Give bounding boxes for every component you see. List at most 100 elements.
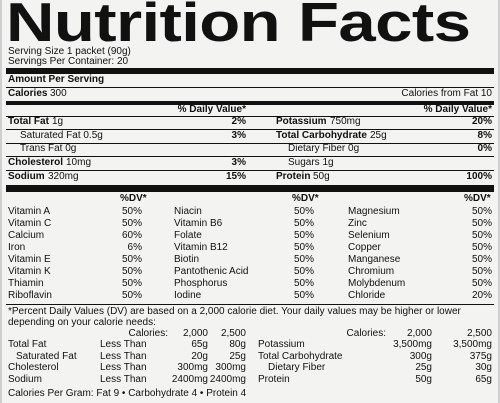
nutrient-amount: 750mg [330, 116, 361, 127]
dv-header: % Daily Value* [177, 104, 246, 115]
vitamin-dv: 50% [121, 206, 142, 217]
ref-value: 20g [191, 350, 208, 362]
ref-value: 3,500mg [453, 339, 492, 350]
vitamin-name: Chromium [348, 266, 395, 277]
vitamin-dv: 60% [121, 230, 142, 241]
calories-from-fat: Calories from Fat 10 [401, 88, 492, 99]
rule [6, 101, 494, 105]
serving-size: Serving Size 1 packet (90g) [8, 46, 131, 57]
ref-name: Sodium [8, 373, 42, 385]
ref-header: Calories: [128, 328, 168, 339]
vitamin-name: Pantothenic Acid [174, 266, 249, 277]
vitamin-dv: 50% [293, 218, 314, 229]
vitamin-dv: 50% [471, 206, 492, 217]
nutrient-dv: 8% [477, 130, 492, 141]
nutrient-name: Dietary Fiber 0g [288, 143, 360, 154]
dv-header: %DV* [120, 193, 147, 204]
vitamin-name: Zinc [348, 218, 367, 229]
nutrient-amount: 1g [52, 116, 64, 127]
ref-header: 2,000 [406, 328, 432, 339]
ref-value: 3,500mg [393, 339, 432, 350]
vitamin-name: Vitamin E [8, 254, 51, 265]
ref-name: Total Carbohydrate [258, 350, 343, 362]
ref-value: 300mg [215, 362, 246, 373]
ref-name: Dietary Fiber [268, 362, 326, 373]
nutrient-name: Total Carbohydrate [276, 130, 367, 141]
ref-value: 25g [229, 350, 246, 362]
calories-per-gram: Calories Per Gram: Fat 9 • Carbohydrate … [8, 388, 247, 399]
vitamin-name: Folate [174, 230, 202, 241]
vitamin-name: Vitamin B12 [174, 242, 228, 253]
vitamin-name: Phosphorus [174, 278, 228, 289]
nutrient-amount: 320mg [48, 171, 79, 182]
vitamin-name: Vitamin K [8, 266, 51, 277]
ref-value: 2400mg [209, 373, 246, 385]
ref-name: Potassium [258, 339, 305, 350]
ref-value: 65g [475, 373, 492, 385]
ref-limit: Less Than [100, 373, 147, 385]
rule [6, 156, 494, 157]
vitamin-dv: 50% [293, 278, 314, 289]
nutrient-amount: 50g [313, 171, 330, 182]
vitamin-dv: 50% [471, 254, 492, 265]
vitamin-dv: 50% [121, 266, 142, 277]
ref-name: Total Fat [8, 339, 47, 350]
rule [6, 143, 494, 144]
ref-limit: Less Than [100, 350, 147, 362]
vitamin-dv: 50% [121, 278, 142, 289]
vitamin-dv: 50% [121, 290, 142, 301]
ref-limit: Less Than [100, 339, 147, 350]
vitamin-dv: 50% [471, 242, 492, 253]
footnote: *Percent Daily Values (DV) are based on … [8, 306, 461, 317]
vitamin-name: Vitamin C [8, 218, 52, 229]
vitamin-name: Vitamin B6 [174, 218, 223, 229]
ref-name: Saturated Fat [16, 350, 77, 362]
nutrient-dv: 15% [225, 171, 246, 182]
vitamin-dv: 50% [293, 230, 314, 241]
vitamin-name: Thiamin [8, 278, 44, 289]
nutrient-amount: 25g [370, 130, 387, 141]
vitamin-name: Iron [8, 242, 26, 253]
thick-rule [6, 68, 494, 74]
nutrient-name: Trans Fat 0g [20, 143, 77, 154]
nutrient-dv: 20% [471, 116, 492, 127]
nutrient-name: Saturated Fat 0.5g [20, 130, 103, 141]
vitamin-dv: 50% [471, 218, 492, 229]
thick-rule [6, 185, 494, 192]
nutrient-dv: 2% [231, 116, 246, 127]
vitamin-dv: 50% [293, 242, 314, 253]
nutrient-dv: 0% [477, 143, 492, 154]
ref-value: 300g [409, 350, 432, 362]
ref-header: 2,500 [220, 328, 246, 339]
vitamin-dv: 50% [471, 266, 492, 277]
amount-per-serving: Amount Per Serving [8, 74, 105, 85]
vitamin-dv: 20% [471, 290, 492, 301]
vitamin-dv: 50% [471, 278, 492, 289]
nutrient-dv: 3% [231, 157, 246, 168]
nutrient-name: Sugars 1g [288, 157, 334, 168]
nutrient-dv: 100% [466, 171, 492, 182]
rule [6, 116, 494, 117]
ref-header: 2,500 [466, 328, 492, 339]
calories-label: Calories [8, 88, 48, 99]
dv-header: %DV* [292, 193, 319, 204]
vitamin-dv: 50% [471, 230, 492, 241]
servings-per-container: Servings Per Container: 20 [8, 56, 129, 67]
vitamin-dv: 50% [293, 290, 314, 301]
vitamin-name: Selenium [348, 230, 390, 241]
vitamin-name: Niacin [174, 206, 202, 217]
ref-value: 50g [415, 373, 432, 385]
vitamin-name: Manganese [348, 254, 401, 265]
nutrient-name: Sodium [8, 171, 45, 182]
rule [6, 87, 494, 88]
vitamin-name: Calcium [8, 230, 45, 241]
vitamin-name: Copper [348, 242, 381, 253]
vitamin-dv: 50% [121, 254, 142, 265]
vitamin-name: Iodine [174, 290, 202, 301]
ref-value: 65g [191, 339, 208, 350]
nutrient-name: Cholesterol [8, 157, 64, 168]
nutrient-name: Potassium [276, 116, 327, 127]
title: Nutrition Facts [6, 0, 471, 53]
vitamin-dv: 50% [293, 254, 314, 265]
ref-value: 80g [229, 339, 246, 350]
